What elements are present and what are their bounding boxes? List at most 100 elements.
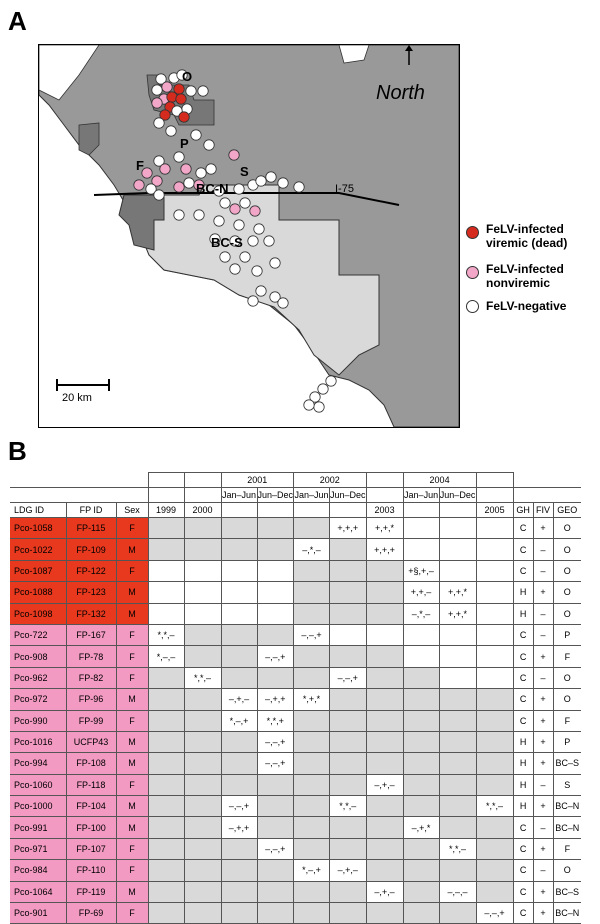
test-result-cell bbox=[365, 688, 404, 711]
test-result-cell: –,–,– bbox=[438, 880, 477, 904]
test-result-cell bbox=[329, 837, 367, 861]
panther-location-marker bbox=[151, 97, 163, 109]
test-result-cell bbox=[475, 688, 514, 711]
legend-dot-nonviremic bbox=[466, 266, 479, 279]
geo-cell: BC–N bbox=[552, 902, 582, 924]
fp-id-cell: FP-119 bbox=[65, 880, 117, 904]
preserve-region bbox=[138, 184, 380, 376]
ldg-id-cell: Pco-1000 bbox=[10, 795, 67, 818]
header-fp-id: FP ID bbox=[65, 502, 117, 518]
sex-cell: M bbox=[115, 602, 149, 625]
test-result-cell: *,–,+ bbox=[293, 859, 331, 882]
test-result-cell bbox=[365, 645, 404, 668]
panther-location-marker bbox=[165, 125, 177, 137]
fp-id-cell: FP-115 bbox=[65, 516, 117, 540]
header-1999: 1999 bbox=[147, 502, 185, 518]
sex-cell: F bbox=[115, 902, 149, 924]
test-result-cell bbox=[183, 837, 222, 861]
test-result-cell bbox=[220, 559, 258, 583]
header-2000: 2000 bbox=[183, 502, 222, 518]
sex-cell: F bbox=[115, 709, 149, 732]
panther-location-marker bbox=[173, 151, 185, 163]
geo-cell: F bbox=[552, 709, 582, 732]
test-result-cell bbox=[438, 559, 477, 583]
test-result-cell bbox=[475, 538, 514, 561]
panther-location-marker bbox=[233, 183, 245, 195]
test-result-cell bbox=[256, 602, 295, 625]
header-2005: 2005 bbox=[475, 502, 514, 518]
panther-location-marker bbox=[303, 399, 315, 411]
header-2001: 2001 bbox=[220, 472, 295, 488]
header-2002: 2002 bbox=[293, 472, 367, 488]
legend-label-viremic: FeLV-infected viremic (dead) bbox=[486, 222, 568, 250]
header-2002-jun-dec: Jun–Dec bbox=[329, 487, 367, 503]
test-result-cell bbox=[293, 795, 331, 818]
highway-label: I-75 bbox=[335, 183, 354, 195]
test-result-cell bbox=[402, 516, 440, 540]
test-result-cell bbox=[438, 666, 477, 690]
panther-location-marker bbox=[213, 215, 225, 227]
test-result-cell bbox=[256, 581, 295, 604]
test-result-cell bbox=[183, 559, 222, 583]
test-result-cell: *,+,* bbox=[293, 688, 331, 711]
panther-location-marker bbox=[185, 85, 197, 97]
test-result-cell bbox=[365, 816, 404, 839]
test-result-cell bbox=[329, 816, 367, 839]
test-result-cell bbox=[365, 902, 404, 924]
gh-cell: C bbox=[512, 902, 534, 924]
coast-island bbox=[39, 45, 100, 101]
test-result-cell bbox=[256, 816, 295, 839]
test-result-cell bbox=[438, 773, 477, 797]
table-row: Pco-991 FP-100 M –,+,+ –,+,* C – BC–N bbox=[10, 816, 582, 839]
fp-id-cell: FP-110 bbox=[65, 859, 117, 882]
test-result-cell bbox=[220, 623, 258, 647]
test-result-cell bbox=[365, 837, 404, 861]
panther-location-marker bbox=[229, 263, 241, 275]
test-result-cell bbox=[438, 795, 477, 818]
geo-cell: O bbox=[552, 688, 582, 711]
test-result-cell bbox=[438, 730, 477, 754]
panther-location-marker bbox=[313, 401, 325, 413]
test-result-cell bbox=[147, 837, 185, 861]
panther-location-marker bbox=[153, 155, 165, 167]
header-2004: 2004 bbox=[402, 472, 477, 488]
geo-cell: BC–S bbox=[552, 752, 582, 775]
test-result-cell: –,–,+ bbox=[256, 752, 295, 775]
test-result-cell bbox=[329, 688, 367, 711]
test-result-cell bbox=[220, 773, 258, 797]
test-result-cell bbox=[475, 581, 514, 604]
fiv-cell: + bbox=[532, 730, 554, 754]
test-result-cell bbox=[438, 902, 477, 924]
sex-cell: F bbox=[115, 645, 149, 668]
test-result-cell bbox=[256, 516, 295, 540]
test-result-cell: +,+,+ bbox=[329, 516, 367, 540]
panther-locations bbox=[133, 69, 337, 413]
test-result-cell bbox=[329, 752, 367, 775]
panther-location-marker bbox=[193, 179, 205, 191]
test-result-cell bbox=[256, 880, 295, 904]
fp-id-cell: UCFP43 bbox=[65, 730, 117, 754]
test-result-cell bbox=[147, 666, 185, 690]
header-gh: GH bbox=[512, 502, 534, 518]
test-result-cell: –,+,+ bbox=[220, 816, 258, 839]
geo-cell: F bbox=[552, 645, 582, 668]
panther-location-marker bbox=[175, 93, 187, 105]
panther-location-marker bbox=[317, 383, 329, 395]
test-result-cell bbox=[475, 623, 514, 647]
test-result-cell: *,*,– bbox=[438, 837, 477, 861]
test-result-cell bbox=[293, 559, 331, 583]
fp-id-cell: FP-78 bbox=[65, 645, 117, 668]
test-result-cell bbox=[438, 645, 477, 668]
panther-location-marker bbox=[219, 251, 231, 263]
test-result-cell bbox=[256, 666, 295, 690]
panther-location-marker bbox=[247, 295, 259, 307]
test-result-cell bbox=[329, 538, 367, 561]
ldg-id-cell: Pco-991 bbox=[10, 816, 67, 839]
fp-id-cell: FP-82 bbox=[65, 666, 117, 690]
region-label-bcn: BC-N bbox=[196, 181, 229, 196]
ldg-id-cell: Pco-1088 bbox=[10, 581, 67, 604]
ldg-id-cell: Pco-1016 bbox=[10, 730, 67, 754]
sex-cell: F bbox=[115, 837, 149, 861]
test-result-cell bbox=[475, 559, 514, 583]
region-label-o: O bbox=[182, 69, 193, 84]
